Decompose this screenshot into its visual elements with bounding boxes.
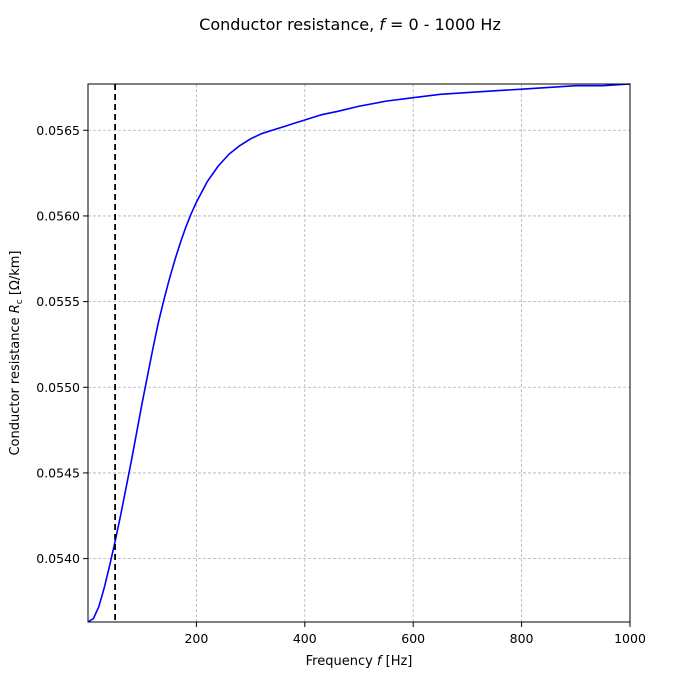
y-axis-label: Conductor resistance Rc [Ω/km] xyxy=(8,250,25,455)
grid-lines xyxy=(88,84,631,622)
x-tick-label: 1000 xyxy=(614,631,646,646)
y-tick-label: 0.0555 xyxy=(36,294,80,309)
y-tick-label: 0.0545 xyxy=(36,465,80,480)
axis-ticks: 200 400 600 800 1000 0.0540 0.0545 0.0550 0.0555… xyxy=(36,123,646,646)
plot-frame xyxy=(87,83,631,623)
x-tick-label: 400 xyxy=(293,631,317,646)
y-tick-label: 0.0540 xyxy=(36,551,80,566)
y-tick-label: 0.0560 xyxy=(36,208,80,223)
y-tick-label: 0.0550 xyxy=(36,380,80,395)
x-axis-label: Frequency f [Hz] xyxy=(306,654,413,669)
x-tick-label: 800 xyxy=(510,631,534,646)
plot-area xyxy=(87,83,631,623)
y-tick-label: 0.0565 xyxy=(36,123,80,138)
x-tick-label: 600 xyxy=(401,631,425,646)
x-tick-label: 200 xyxy=(184,631,208,646)
chart-title: Conductor resistance, f = 0 - 1000 Hz xyxy=(199,15,501,34)
series-line xyxy=(87,83,631,623)
